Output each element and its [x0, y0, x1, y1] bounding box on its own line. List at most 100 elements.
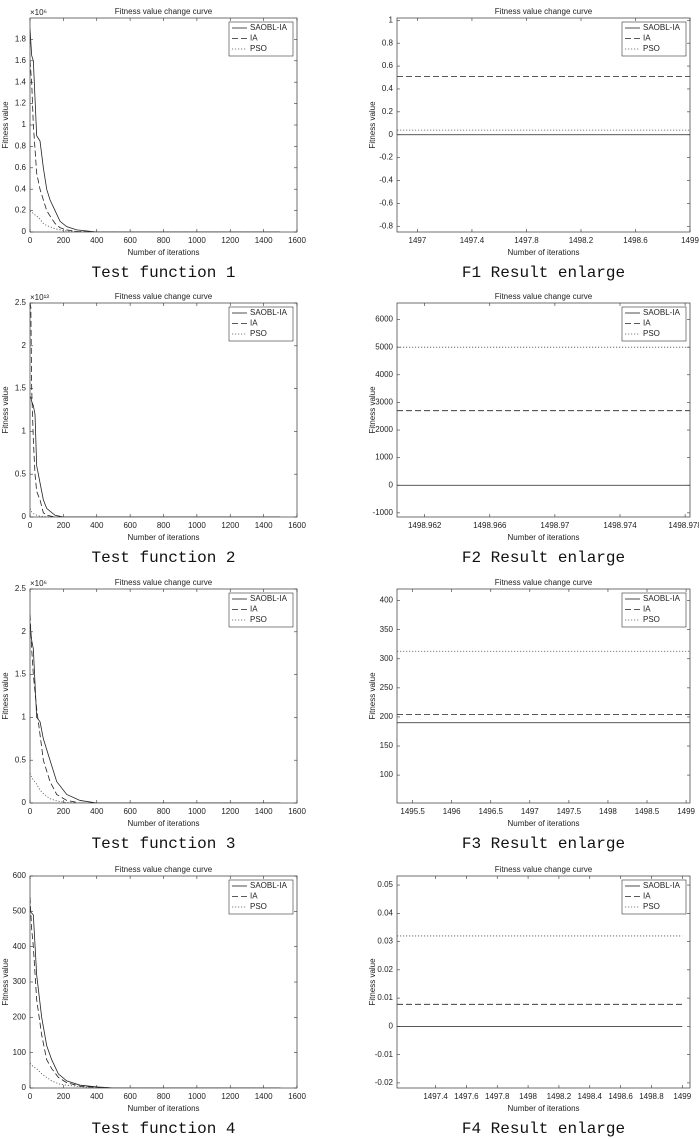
y-axis-label: Fitness value: [1, 958, 10, 1006]
y-tick-label: 250: [380, 683, 394, 692]
x-tick-label: 1498: [599, 807, 617, 816]
y-tick-label: 100: [13, 1048, 27, 1057]
x-tick-label: 1497: [409, 236, 427, 245]
legend-label: IA: [643, 34, 651, 43]
y-tick-label: 0: [22, 798, 27, 807]
lines: [30, 303, 281, 517]
x-tick-label: 1000: [188, 236, 206, 245]
y-tick-label: -0.02: [375, 1078, 394, 1087]
y-tick-label: 0.6: [382, 61, 394, 70]
lines: [397, 346, 690, 486]
caption: F1 Result enlarge: [462, 264, 625, 282]
legend-label: IA: [643, 605, 651, 614]
x-tick-label: 1498: [519, 1092, 537, 1101]
axes-frame: [396, 875, 691, 1089]
legend-label: IA: [250, 605, 258, 614]
x-axis-label: Number of iterations: [127, 1104, 199, 1113]
x-tick-label: 1498.978: [668, 521, 699, 530]
y-tick-label: 1.5: [15, 384, 27, 393]
legend-label: PSO: [643, 902, 660, 911]
x-tick-label: 1600: [288, 236, 306, 245]
x-tick-label: 1498.974: [603, 521, 637, 530]
y-axis-label: Fitness value: [368, 386, 377, 434]
y-tick-label: 5000: [375, 342, 393, 351]
x-tick-label: 400: [90, 236, 104, 245]
y-axis-label: Fitness value: [1, 386, 10, 434]
x-tick-label: 800: [157, 521, 171, 530]
y-tick-label: 1.6: [15, 56, 27, 65]
x-tick-label: 1498.4: [578, 1092, 603, 1101]
x-tick-label: 1497.5: [557, 807, 582, 816]
legend-label: SAOBL-IA: [643, 881, 681, 890]
axes-frame: [396, 17, 691, 233]
x-tick-label: 600: [123, 807, 137, 816]
x-axis-label: Number of iterations: [507, 1104, 579, 1113]
x-tick-label: 200: [57, 1092, 71, 1101]
x-tick-label: 1497.6: [454, 1092, 479, 1101]
y-axis-label: Fitness value: [368, 958, 377, 1006]
y-tick-label: 3000: [375, 398, 393, 407]
x-tick-label: 1498.6: [623, 236, 648, 245]
legend-label: PSO: [250, 329, 267, 338]
legend-label: IA: [250, 892, 258, 901]
x-tick-label: 1200: [221, 236, 239, 245]
chart-title: Fitness value change curve: [115, 292, 213, 301]
y-tick-label: 200: [380, 712, 394, 721]
series-line: [30, 1062, 281, 1088]
y-axis-label: Fitness value: [1, 672, 10, 720]
x-tick-label: 1000: [188, 807, 206, 816]
y-tick-label: 0: [22, 1083, 27, 1092]
series-line: [30, 28, 281, 232]
x-tick-label: 1498.6: [608, 1092, 633, 1101]
x-tick-label: 1400: [255, 1092, 273, 1101]
lines: [397, 75, 690, 136]
y-tick-label: 1.5: [15, 670, 27, 679]
x-tick-label: 0: [28, 1092, 33, 1101]
y-tick-label: -0.4: [379, 176, 393, 185]
x-axis-label: Number of iterations: [507, 248, 579, 257]
x-tick-label: 200: [57, 236, 71, 245]
y-tick-label: 1.4: [15, 77, 27, 86]
x-tick-label: 400: [90, 521, 104, 530]
y-tick-label: 0.8: [382, 38, 394, 47]
y-tick-label: 0.5: [15, 469, 27, 478]
y-tick-label: 0.01: [377, 993, 393, 1002]
axes-frame: [396, 588, 691, 804]
y-tick-label: 300: [380, 654, 394, 663]
y-tick-label: 0.02: [377, 965, 393, 974]
x-axis-label: Number of iterations: [507, 819, 579, 828]
legend-label: IA: [250, 319, 258, 328]
subplot: Fitness value change curve Number of iter…: [1, 865, 306, 1138]
subplot: Fitness value change curve Number of iter…: [1, 578, 306, 853]
y-tick-label: 300: [13, 977, 27, 986]
y-tick-label: 0.5: [15, 755, 27, 764]
x-tick-label: 1600: [288, 1092, 306, 1101]
x-tick-label: 1000: [188, 1092, 206, 1101]
x-axis-label: Number of iterations: [507, 533, 579, 542]
x-tick-label: 200: [57, 521, 71, 530]
x-tick-label: 1498.2: [547, 1092, 572, 1101]
y-tick-label: -0.01: [375, 1050, 394, 1059]
x-tick-label: 1400: [255, 236, 273, 245]
x-tick-label: 1497.8: [514, 236, 539, 245]
y-multiplier: ×10⁶: [30, 579, 47, 588]
legend-label: SAOBL-IA: [250, 308, 288, 317]
series-line: [30, 508, 281, 517]
series-line: [30, 614, 281, 803]
y-tick-label: 6000: [375, 315, 393, 324]
y-axis-label: Fitness value: [368, 101, 377, 149]
x-tick-label: 1496.5: [479, 807, 504, 816]
caption: Test function 3: [91, 835, 235, 853]
y-tick-label: 1: [22, 427, 27, 436]
x-tick-label: 1498.966: [473, 521, 507, 530]
caption: Test function 2: [91, 549, 235, 567]
y-tick-label: 400: [13, 942, 27, 951]
y-tick-label: 0.05: [377, 880, 393, 889]
legend-label: PSO: [250, 902, 267, 911]
legend-label: SAOBL-IA: [250, 23, 288, 32]
x-tick-label: 200: [57, 807, 71, 816]
legend-label: PSO: [250, 615, 267, 624]
x-axis-label: Number of iterations: [127, 248, 199, 257]
subplot: Fitness value change curve Number of iter…: [368, 865, 692, 1138]
